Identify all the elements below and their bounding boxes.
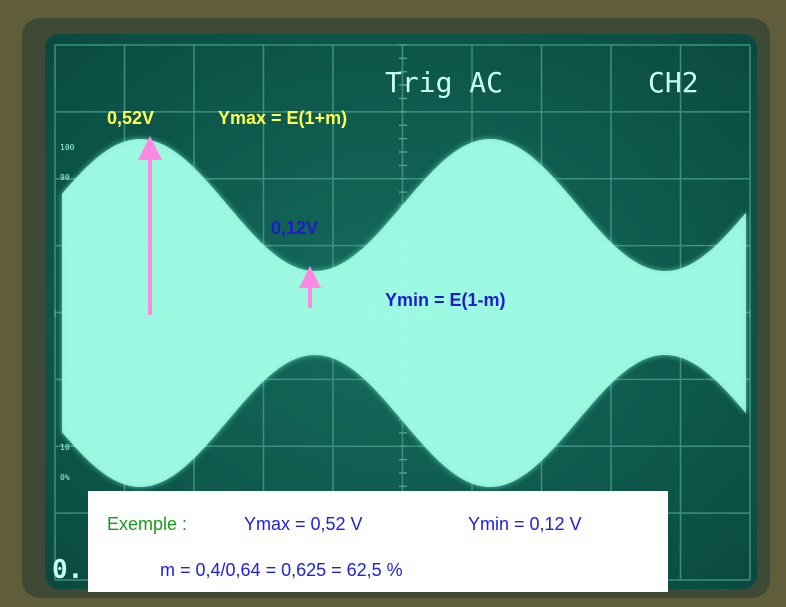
example-ymin: Ymin = 0,12 V	[468, 514, 582, 534]
scale-label: 0%	[60, 473, 70, 482]
example-formula: m = 0,4/0,64 = 0,625 = 62,5 %	[160, 560, 403, 580]
corner-label: 0.	[52, 555, 83, 585]
page: Trig AC CH2 100 90 10 0% 0. 0,52V Ymax =…	[0, 0, 786, 607]
ymin-value: 0,12V	[271, 218, 318, 238]
oscilloscope-figure: Trig AC CH2 100 90 10 0% 0. 0,52V Ymax =…	[0, 0, 786, 607]
example-ymax: Ymax = 0,52 V	[244, 514, 363, 534]
example-label: Exemple :	[107, 514, 187, 534]
ymax-value: 0,52V	[107, 108, 154, 128]
scale-label: 100	[60, 143, 75, 152]
scale-label: 90	[60, 173, 70, 182]
ymin-formula: Ymin = E(1-m)	[385, 290, 506, 310]
scale-label: 10	[60, 443, 70, 452]
channel-label: CH2	[648, 66, 699, 99]
trigger-label: Trig AC	[385, 66, 503, 99]
ymax-formula: Ymax = E(1+m)	[218, 108, 347, 128]
